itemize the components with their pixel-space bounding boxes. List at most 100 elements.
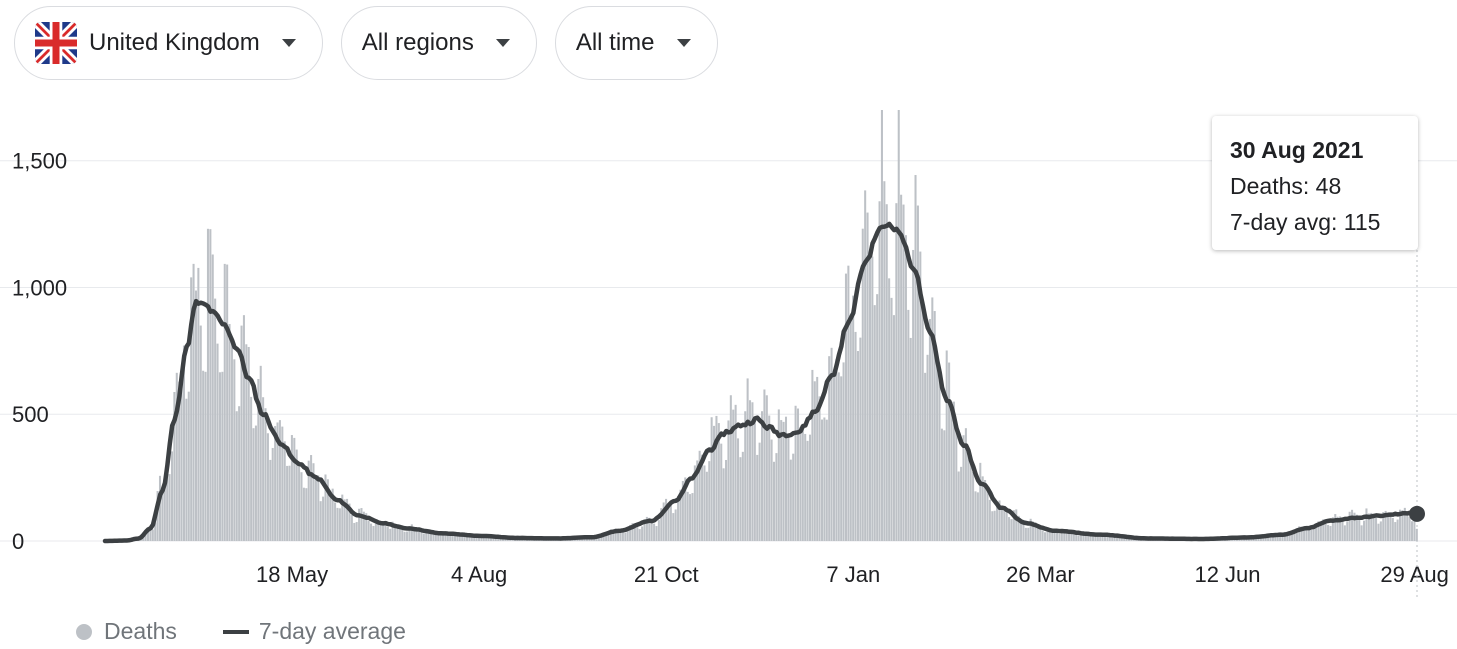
deaths-bar xyxy=(749,400,752,541)
deaths-bar xyxy=(677,496,680,541)
deaths-bar xyxy=(439,534,442,541)
deaths-bar xyxy=(449,532,452,541)
caret-down-icon xyxy=(495,39,510,47)
deaths-bar xyxy=(720,443,723,541)
deaths-bar xyxy=(962,435,965,541)
deaths-bar xyxy=(233,359,236,541)
deaths-bar xyxy=(168,474,171,541)
deaths-bar xyxy=(1089,534,1092,541)
deaths-bar xyxy=(298,466,301,541)
deaths-bar xyxy=(957,471,960,541)
deaths-bar xyxy=(907,309,910,541)
deaths-bar xyxy=(964,428,967,541)
country-dropdown[interactable]: United Kingdom xyxy=(14,6,323,80)
deaths-bar xyxy=(861,228,864,541)
legend-deaths-label: Deaths xyxy=(104,618,177,644)
deaths-bar xyxy=(1051,529,1054,541)
deaths-bar xyxy=(727,420,730,541)
deaths-bar xyxy=(1063,530,1066,541)
deaths-bar xyxy=(384,523,387,541)
deaths-bar xyxy=(254,425,257,541)
deaths-bar xyxy=(926,354,929,541)
deaths-bar xyxy=(1288,533,1291,541)
deaths-bar xyxy=(1298,526,1301,541)
deaths-bar xyxy=(300,472,303,541)
deaths-bar xyxy=(948,362,951,541)
deaths-bar xyxy=(278,420,281,541)
deaths-bar xyxy=(1005,512,1008,541)
deaths-bar xyxy=(379,522,382,541)
deaths-bar xyxy=(777,409,780,541)
deaths-bar xyxy=(1382,512,1385,541)
deaths-bar xyxy=(266,433,269,541)
deaths-bar xyxy=(967,450,970,541)
deaths-bar xyxy=(1077,535,1080,541)
deaths-bar xyxy=(842,362,845,541)
deaths-bar xyxy=(880,110,883,541)
deaths-bar xyxy=(1319,521,1322,541)
deaths-bar xyxy=(988,499,991,541)
deaths-bar xyxy=(818,396,821,541)
deaths-bar xyxy=(588,538,591,541)
deaths-bar xyxy=(739,457,742,541)
deaths-bar xyxy=(952,401,955,541)
deaths-bar xyxy=(408,526,411,541)
deaths-bar xyxy=(1010,519,1013,541)
deaths-bar xyxy=(828,356,831,541)
deaths-bar xyxy=(473,537,476,541)
deaths-bar xyxy=(672,513,675,541)
deaths-bar xyxy=(1411,521,1414,541)
deaths-bar xyxy=(453,536,457,541)
deaths-bar xyxy=(1353,512,1356,541)
y-tick-label: 500 xyxy=(12,402,49,427)
deaths-bar xyxy=(326,479,329,541)
deaths-bar xyxy=(1008,517,1011,541)
deaths-bar xyxy=(823,417,826,541)
deaths-bar xyxy=(250,396,253,541)
deaths-bar xyxy=(1094,535,1097,541)
deaths-bar xyxy=(792,453,795,541)
deaths-bar xyxy=(1269,535,1272,541)
deaths-bar xyxy=(418,531,421,541)
deaths-bar xyxy=(768,415,771,541)
deaths-bar xyxy=(1355,514,1358,541)
region-dropdown[interactable]: All regions xyxy=(340,6,537,80)
deaths-bar xyxy=(864,190,867,541)
deaths-bar xyxy=(1020,520,1023,541)
deaths-bar xyxy=(204,371,207,541)
deaths-bar xyxy=(1017,515,1020,541)
deaths-bar xyxy=(856,351,859,541)
deaths-bar xyxy=(859,337,862,541)
tooltip-deaths: Deaths: 48 xyxy=(1230,173,1342,199)
deaths-bar xyxy=(329,492,332,541)
y-axis-labels: 0 500 1,000 1,500 xyxy=(12,149,67,554)
time-range-dropdown[interactable]: All time xyxy=(554,6,718,80)
deaths-bar xyxy=(394,524,397,541)
deaths-bar xyxy=(422,533,425,541)
deaths-bar xyxy=(269,459,272,541)
deaths-bar xyxy=(686,491,689,541)
deaths-bar xyxy=(1324,520,1327,541)
deaths-bar xyxy=(305,488,308,541)
deaths-bar xyxy=(1036,525,1039,541)
deaths-bar xyxy=(396,525,399,541)
deaths-bar xyxy=(262,397,265,541)
deaths-bar xyxy=(1401,510,1404,541)
deaths-bar xyxy=(192,263,195,541)
deaths-bar xyxy=(214,298,217,541)
deaths-bar xyxy=(288,465,291,541)
deaths-bar xyxy=(679,489,682,541)
deaths-bar xyxy=(314,476,317,541)
deaths-bar xyxy=(590,538,593,541)
tooltip-average: 7-day avg: 115 xyxy=(1230,209,1381,235)
deaths-bar xyxy=(1403,507,1406,541)
deaths-bar xyxy=(1084,533,1087,541)
deaths-bar xyxy=(912,249,915,541)
deaths-bar xyxy=(1327,525,1330,541)
deaths-bar xyxy=(1317,521,1320,541)
deaths-bar xyxy=(979,462,982,541)
deaths-bar xyxy=(645,516,648,541)
x-tick-label: 12 Jun xyxy=(1194,562,1260,587)
deaths-bar xyxy=(1307,529,1310,541)
